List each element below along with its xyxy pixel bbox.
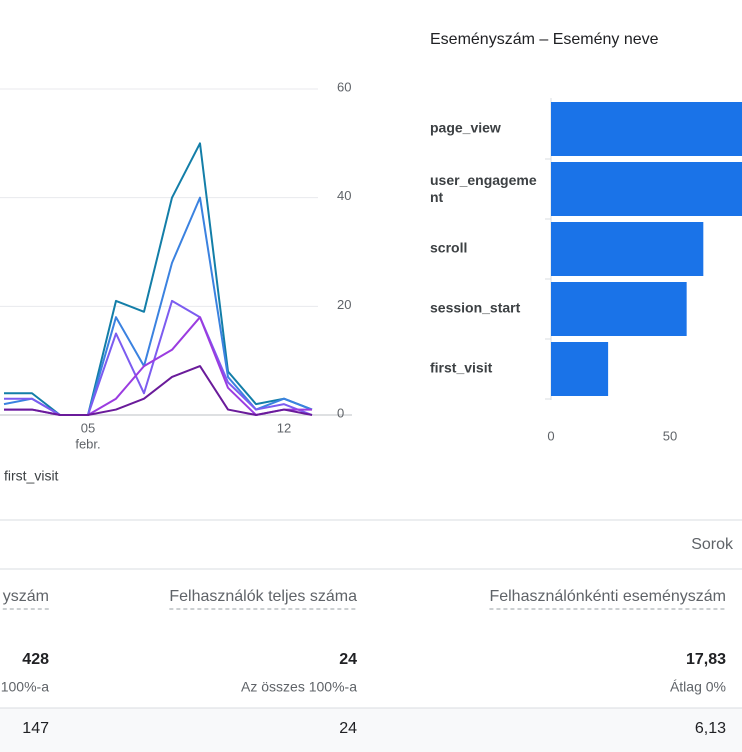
column-header[interactable]: yszám xyxy=(3,588,49,605)
y-tick-label: scroll xyxy=(430,240,467,256)
y-tick-label: page_view xyxy=(430,120,501,136)
bar xyxy=(551,282,687,336)
y-tick-label: 60 xyxy=(337,79,351,94)
y-tick-label: session_start xyxy=(430,300,521,316)
chart-title: Eseményszám – Esemény neve xyxy=(430,31,659,48)
bar xyxy=(551,342,609,396)
y-tick-label: first_visit xyxy=(430,360,493,376)
column-header[interactable]: Felhasználónkénti eseményszám xyxy=(489,588,726,605)
x-tick-label: 0 xyxy=(547,428,554,443)
series-line xyxy=(4,316,312,416)
bar xyxy=(551,102,742,156)
legend-label: first_visit xyxy=(4,468,59,484)
series-line xyxy=(4,299,313,416)
series-line xyxy=(4,142,313,416)
x-tick-label: 12 xyxy=(277,420,291,435)
cell: 6,13 xyxy=(695,720,726,737)
series-line xyxy=(4,365,313,416)
column-header[interactable]: Felhasználók teljes száma xyxy=(169,588,357,605)
y-tick-label: 20 xyxy=(337,297,351,312)
y-tick-label: 0 xyxy=(337,405,344,420)
y-tick-label: 40 xyxy=(337,188,351,203)
x-tick-label: 05 xyxy=(81,420,95,435)
cell: 24 xyxy=(339,720,357,737)
bar xyxy=(551,162,742,216)
x-sublabel: febr. xyxy=(75,436,100,451)
cell: 147 xyxy=(22,720,49,737)
y-tick-label: user_engageme nt xyxy=(430,172,537,205)
total-value: 17,83 xyxy=(686,651,726,668)
bar xyxy=(551,222,704,276)
total-value: 24 xyxy=(339,651,357,668)
total-sub: 100%-a xyxy=(1,679,49,695)
rows-control[interactable]: Sorok xyxy=(691,536,734,553)
total-sub: Átlag 0% xyxy=(670,679,726,695)
total-value: 428 xyxy=(22,651,49,668)
x-tick-label: 50 xyxy=(663,428,677,443)
row-band xyxy=(0,708,742,752)
total-sub: Az összes 100%-a xyxy=(241,679,357,695)
